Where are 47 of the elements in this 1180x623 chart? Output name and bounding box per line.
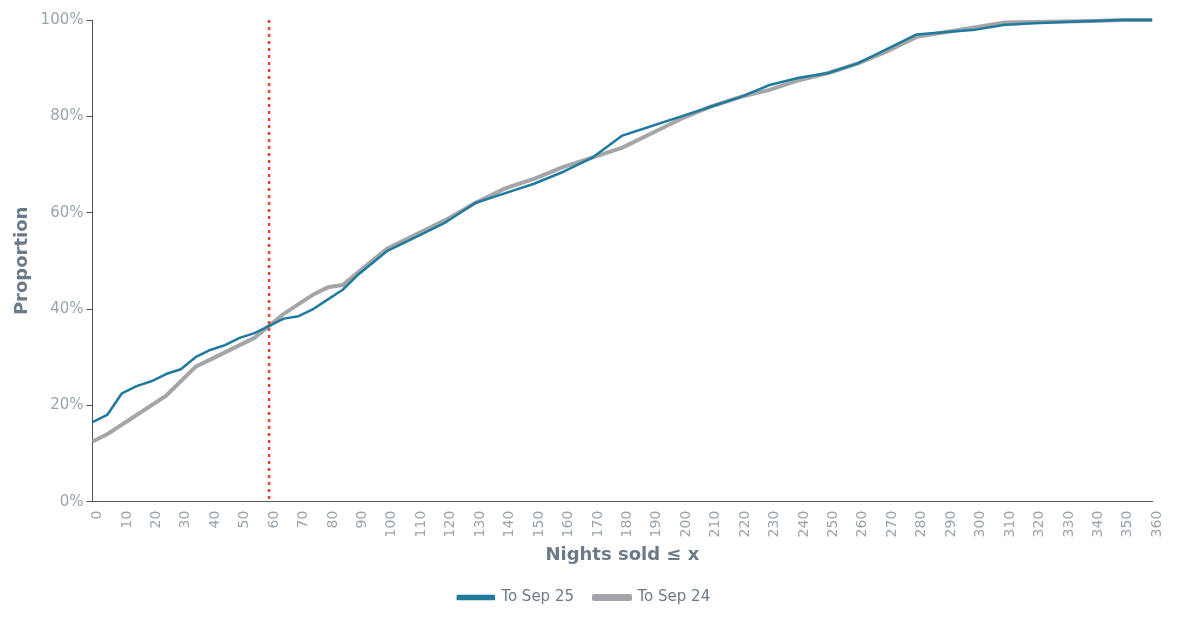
x-tick-label: 200 <box>676 510 693 538</box>
x-tick-label: 300 <box>971 510 988 538</box>
x-tick-label: 310 <box>1000 510 1017 538</box>
y-tick-label: 100% <box>40 9 84 28</box>
x-tick-label: 10 <box>117 510 134 529</box>
x-tick-label: 170 <box>588 510 605 538</box>
x-tick-label: 260 <box>853 510 870 538</box>
y-tick-label: 80% <box>50 106 84 125</box>
x-tick-label: 180 <box>617 510 634 538</box>
y-tick-label: 20% <box>50 395 84 414</box>
x-tick-label: 120 <box>441 510 458 538</box>
x-tick-label: 100 <box>382 510 399 538</box>
x-tick-label: 210 <box>706 510 723 538</box>
y-axis-title: Proportion <box>10 206 32 316</box>
x-tick-label: 140 <box>500 510 517 538</box>
y-tick-label: 60% <box>50 202 84 221</box>
x-tick-label: 40 <box>205 510 222 529</box>
x-tick-label: 320 <box>1030 510 1047 538</box>
x-tick-label: 190 <box>647 510 664 538</box>
x-tick-label: 230 <box>765 510 782 538</box>
x-tick-label: 30 <box>176 510 193 529</box>
x-tick-label: 250 <box>824 510 841 538</box>
y-tick-label: 0% <box>59 491 84 510</box>
legend-label: To Sep 24 <box>636 587 711 606</box>
x-tick-label: 80 <box>323 510 340 529</box>
x-axis-title: Nights sold ≤ x <box>545 542 700 564</box>
x-tick-label: 50 <box>235 510 252 529</box>
x-tick-label: 360 <box>1147 510 1164 538</box>
x-tick-label: 150 <box>529 510 546 538</box>
x-tick-label: 330 <box>1059 510 1076 538</box>
x-tick-label: 220 <box>735 510 752 538</box>
x-tick-label: 290 <box>941 510 958 538</box>
x-tick-label: 350 <box>1118 510 1135 538</box>
x-tick-label: 270 <box>882 510 899 538</box>
x-tick-label: 280 <box>912 510 929 538</box>
x-tick-label: 0 <box>88 510 105 520</box>
x-tick-label: 130 <box>470 510 487 538</box>
x-tick-label: 160 <box>559 510 576 538</box>
x-tick-label: 60 <box>264 510 281 529</box>
y-tick-label: 40% <box>50 298 84 317</box>
x-tick-label: 20 <box>147 510 163 529</box>
x-tick-label: 70 <box>294 510 311 529</box>
x-tick-label: 90 <box>353 510 370 529</box>
x-tick-label: 340 <box>1088 510 1105 538</box>
x-tick-label: 240 <box>794 510 811 538</box>
legend-label: To Sep 25 <box>500 587 574 606</box>
x-tick-label: 110 <box>411 510 428 538</box>
